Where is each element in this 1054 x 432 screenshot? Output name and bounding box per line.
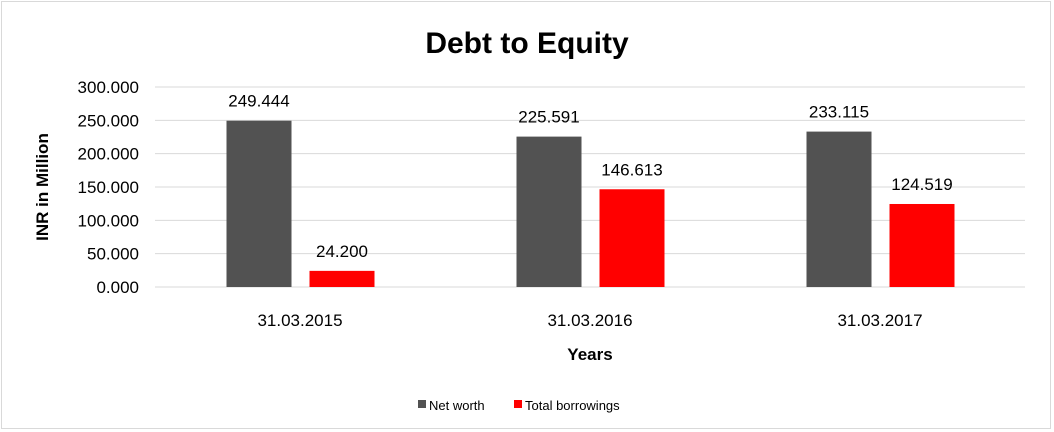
bar-total-borrowings bbox=[599, 189, 665, 287]
y-axis-label: INR in Million bbox=[33, 133, 52, 241]
x-axis-label: Years bbox=[567, 345, 612, 364]
y-tick-label: 100.000 bbox=[78, 211, 139, 230]
x-tick-label: 31.03.2016 bbox=[547, 311, 632, 330]
bar-net-worth bbox=[806, 131, 872, 287]
x-tick-label: 31.03.2017 bbox=[837, 311, 922, 330]
bar-total-borrowings bbox=[309, 270, 375, 287]
y-tick-label: 0.000 bbox=[96, 278, 139, 297]
data-label: 124.519 bbox=[891, 175, 952, 194]
bar-net-worth bbox=[226, 120, 292, 287]
chart-title: Debt to Equity bbox=[425, 27, 629, 60]
y-tick-label: 250.000 bbox=[78, 111, 139, 130]
y-tick-label: 300.000 bbox=[78, 78, 139, 97]
y-tick-label: 150.000 bbox=[78, 178, 139, 197]
data-label: 24.200 bbox=[316, 242, 368, 261]
y-tick-label: 50.000 bbox=[87, 245, 139, 264]
bar-total-borrowings bbox=[889, 203, 955, 287]
data-label: 249.444 bbox=[228, 92, 289, 111]
data-label: 233.115 bbox=[809, 103, 869, 122]
legend-swatch bbox=[514, 400, 522, 408]
legend-label: Total borrowings bbox=[525, 398, 620, 413]
legend-swatch bbox=[418, 400, 426, 408]
bar-net-worth bbox=[516, 136, 582, 287]
legend-label: Net worth bbox=[429, 398, 485, 413]
data-label: 146.613 bbox=[601, 160, 662, 179]
y-tick-label: 200.000 bbox=[78, 145, 139, 164]
x-tick-label: 31.03.2015 bbox=[257, 311, 342, 330]
data-label: 225.591 bbox=[518, 108, 579, 127]
